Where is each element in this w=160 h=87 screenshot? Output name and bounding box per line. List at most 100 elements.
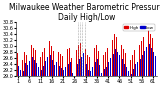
Bar [113, 54, 114, 76]
Bar [151, 48, 152, 76]
Bar [56, 62, 57, 76]
Bar [87, 55, 88, 76]
Bar [65, 67, 66, 76]
Bar [126, 67, 127, 76]
Bar [70, 62, 71, 76]
Bar [114, 34, 115, 76]
Bar [150, 34, 151, 76]
Bar [67, 49, 68, 76]
Bar [63, 70, 64, 76]
Bar [34, 60, 35, 76]
Bar [144, 51, 145, 76]
Bar [131, 74, 132, 76]
Bar [18, 66, 19, 76]
Bar [51, 46, 52, 76]
Bar [119, 55, 120, 76]
Bar [98, 51, 99, 76]
Bar [105, 52, 106, 76]
Bar [69, 48, 70, 76]
Bar [153, 52, 154, 76]
Bar [80, 43, 81, 76]
Bar [116, 37, 117, 76]
Bar [17, 53, 18, 76]
Bar [22, 60, 23, 76]
Bar [61, 68, 62, 76]
Bar [121, 45, 122, 76]
Bar [54, 65, 55, 76]
Bar [140, 59, 141, 76]
Bar [62, 56, 63, 76]
Bar [107, 48, 108, 76]
Bar [32, 57, 33, 76]
Bar [99, 65, 100, 76]
Bar [81, 57, 82, 76]
Bar [95, 62, 96, 76]
Title: Milwaukee Weather Barometric Pressure
Daily High/Low: Milwaukee Weather Barometric Pressure Da… [9, 3, 160, 22]
Bar [47, 43, 48, 76]
Bar [58, 52, 59, 76]
Bar [49, 41, 50, 76]
Legend: High, Low: High, Low [123, 24, 155, 31]
Bar [112, 40, 113, 76]
Bar [155, 56, 156, 76]
Bar [44, 48, 45, 76]
Bar [72, 73, 73, 76]
Bar [92, 67, 93, 76]
Bar [86, 64, 87, 76]
Bar [149, 44, 150, 76]
Bar [50, 55, 51, 76]
Bar [24, 52, 25, 76]
Bar [94, 48, 95, 76]
Bar [59, 66, 60, 76]
Bar [35, 50, 36, 76]
Bar [130, 60, 131, 76]
Bar [79, 59, 80, 76]
Bar [60, 54, 61, 76]
Bar [74, 76, 75, 77]
Bar [104, 69, 105, 76]
Bar [52, 60, 53, 76]
Bar [108, 62, 109, 76]
Bar [27, 65, 28, 76]
Bar [146, 47, 147, 76]
Bar [53, 51, 54, 76]
Bar [40, 57, 41, 76]
Bar [103, 55, 104, 76]
Bar [68, 64, 69, 76]
Bar [78, 45, 79, 76]
Bar [76, 50, 77, 76]
Bar [90, 71, 91, 76]
Bar [152, 38, 153, 76]
Bar [88, 70, 89, 76]
Bar [117, 52, 118, 76]
Bar [96, 45, 97, 76]
Bar [123, 49, 124, 76]
Bar [141, 41, 142, 76]
Bar [128, 71, 129, 76]
Bar [136, 48, 137, 76]
Bar [135, 64, 136, 76]
Bar [42, 52, 43, 76]
Bar [124, 64, 125, 76]
Bar [83, 40, 84, 76]
Bar [143, 37, 144, 76]
Bar [26, 55, 27, 76]
Bar [133, 69, 134, 76]
Bar [85, 49, 86, 76]
Bar [125, 53, 126, 76]
Bar [33, 48, 34, 76]
Bar [41, 70, 42, 76]
Bar [122, 59, 123, 76]
Bar [100, 58, 101, 76]
Bar [89, 57, 90, 76]
Bar [110, 58, 111, 76]
Bar [132, 55, 133, 76]
Bar [36, 63, 37, 76]
Bar [97, 59, 98, 76]
Bar [29, 61, 30, 76]
Bar [115, 49, 116, 76]
Bar [38, 67, 39, 76]
Bar [106, 67, 107, 76]
Bar [139, 45, 140, 76]
Bar [25, 63, 26, 76]
